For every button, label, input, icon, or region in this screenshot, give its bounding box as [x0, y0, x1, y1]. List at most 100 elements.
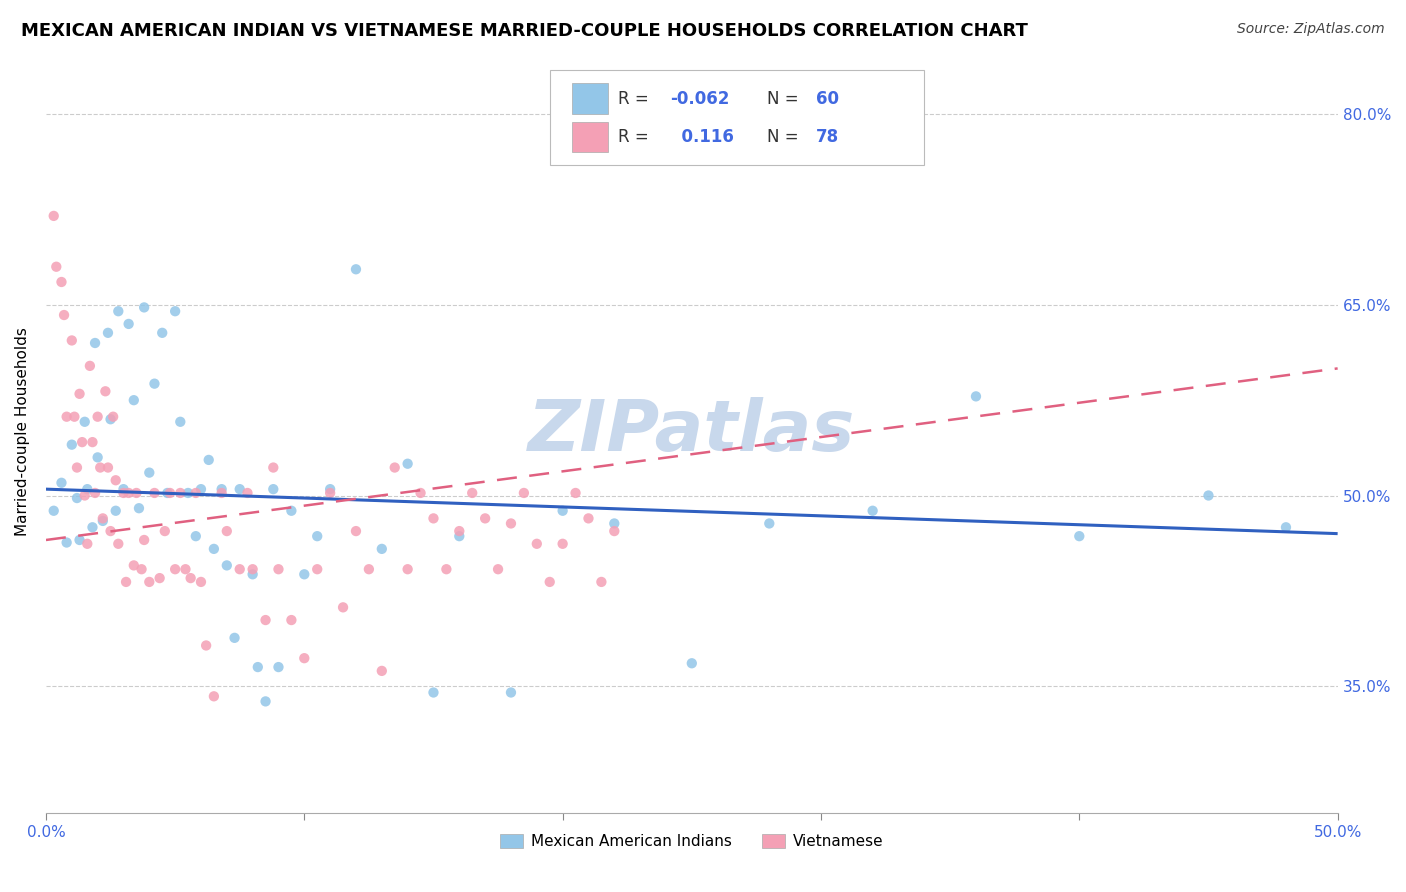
- Legend: Mexican American Indians, Vietnamese: Mexican American Indians, Vietnamese: [494, 828, 890, 855]
- Point: [242, 562, 264, 576]
- Point: [1198, 488, 1220, 502]
- Point: [262, 482, 284, 496]
- Point: [153, 524, 176, 538]
- Point: [180, 571, 202, 585]
- Point: [184, 486, 207, 500]
- Point: [211, 486, 233, 500]
- Point: [115, 574, 138, 589]
- Point: [190, 482, 212, 496]
- Point: [202, 690, 225, 704]
- Point: [211, 482, 233, 496]
- Point: [42, 209, 65, 223]
- Point: [242, 567, 264, 582]
- Point: [117, 317, 139, 331]
- Point: [551, 537, 574, 551]
- Point: [307, 562, 329, 576]
- Point: [292, 567, 315, 582]
- Point: [449, 529, 471, 543]
- Point: [104, 504, 127, 518]
- Point: [499, 516, 522, 531]
- Point: [89, 460, 111, 475]
- Point: [84, 336, 107, 351]
- FancyBboxPatch shape: [572, 84, 607, 114]
- Point: [138, 466, 160, 480]
- Point: [165, 304, 187, 318]
- Point: [169, 486, 191, 500]
- Point: [134, 301, 156, 315]
- Point: [267, 660, 290, 674]
- FancyBboxPatch shape: [572, 121, 607, 153]
- Point: [603, 516, 626, 531]
- Point: [564, 486, 586, 500]
- Point: [60, 334, 83, 348]
- Point: [526, 537, 548, 551]
- Point: [69, 533, 91, 547]
- Text: 60: 60: [815, 90, 839, 108]
- Point: [174, 562, 197, 576]
- Point: [55, 535, 77, 549]
- Point: [197, 453, 219, 467]
- Point: [681, 657, 703, 671]
- Text: MEXICAN AMERICAN INDIAN VS VIETNAMESE MARRIED-COUPLE HOUSEHOLDS CORRELATION CHAR: MEXICAN AMERICAN INDIAN VS VIETNAMESE MA…: [21, 22, 1028, 40]
- Point: [66, 491, 89, 505]
- Point: [82, 520, 104, 534]
- Point: [224, 631, 246, 645]
- Point: [55, 409, 77, 424]
- Point: [254, 613, 277, 627]
- Point: [79, 359, 101, 373]
- Point: [486, 562, 509, 576]
- Point: [357, 562, 380, 576]
- Point: [107, 304, 129, 318]
- Point: [150, 326, 173, 340]
- Point: [138, 574, 160, 589]
- Point: [159, 486, 181, 500]
- Point: [76, 482, 98, 496]
- Point: [513, 486, 536, 500]
- Y-axis label: Married-couple Households: Married-couple Households: [15, 327, 30, 536]
- Text: R =: R =: [619, 128, 654, 146]
- Point: [101, 409, 124, 424]
- Point: [396, 457, 419, 471]
- Point: [202, 541, 225, 556]
- Point: [538, 574, 561, 589]
- Text: N =: N =: [766, 128, 804, 146]
- Point: [122, 393, 145, 408]
- Point: [292, 651, 315, 665]
- Point: [184, 529, 207, 543]
- Point: [228, 562, 250, 576]
- Point: [112, 486, 135, 500]
- Point: [236, 486, 259, 500]
- Point: [371, 541, 394, 556]
- Point: [280, 613, 302, 627]
- Point: [396, 562, 419, 576]
- Point: [91, 514, 114, 528]
- Point: [384, 460, 406, 475]
- Point: [344, 524, 367, 538]
- Point: [422, 511, 444, 525]
- Point: [195, 639, 218, 653]
- Point: [578, 511, 600, 525]
- Point: [551, 504, 574, 518]
- Point: [73, 415, 96, 429]
- Point: [107, 537, 129, 551]
- Point: [82, 435, 104, 450]
- Point: [1069, 529, 1091, 543]
- Point: [143, 376, 166, 391]
- Point: [254, 694, 277, 708]
- Point: [246, 660, 269, 674]
- Point: [128, 501, 150, 516]
- Point: [104, 473, 127, 487]
- Point: [228, 482, 250, 496]
- Text: Source: ZipAtlas.com: Source: ZipAtlas.com: [1237, 22, 1385, 37]
- Point: [117, 486, 139, 500]
- Point: [262, 460, 284, 475]
- Point: [319, 482, 342, 496]
- Point: [371, 664, 394, 678]
- Point: [86, 450, 108, 465]
- Point: [143, 486, 166, 500]
- FancyBboxPatch shape: [550, 70, 924, 165]
- Point: [434, 562, 457, 576]
- Point: [73, 488, 96, 502]
- Point: [60, 438, 83, 452]
- Point: [63, 409, 86, 424]
